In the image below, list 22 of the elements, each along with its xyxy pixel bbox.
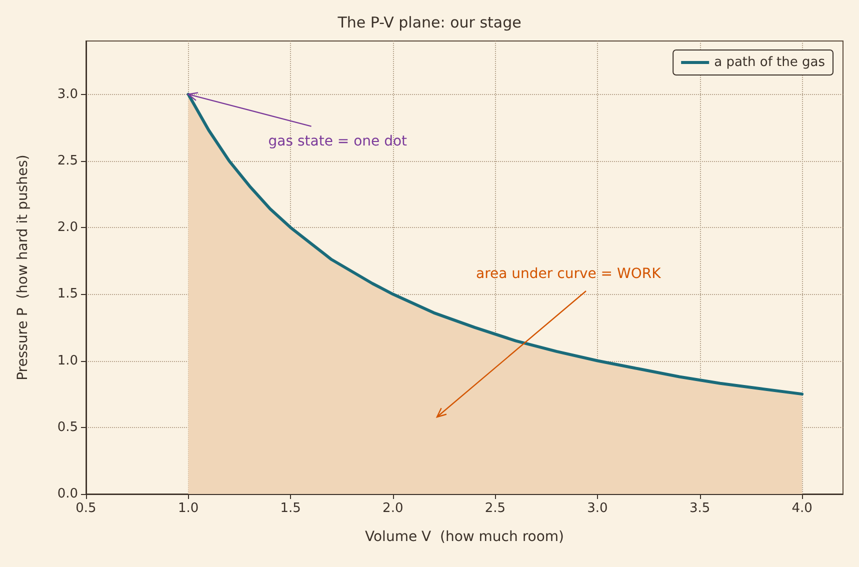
x-tick-label: 2.5 — [484, 501, 506, 516]
y-tick-label: 0.0 — [57, 486, 78, 502]
y-tick-label: 2.5 — [57, 153, 78, 168]
x-tick-label: 1.5 — [280, 501, 301, 516]
x-tick-label: 3.0 — [587, 501, 608, 516]
annotation: gas state = one dot — [268, 133, 408, 150]
y-axis-title: Pressure P (how hard it pushes) — [15, 154, 31, 380]
y-tick-label: 1.0 — [57, 353, 78, 368]
legend-label: a path of the gas — [714, 55, 826, 70]
x-tick-label: 3.5 — [689, 501, 710, 516]
y-tick-label: 2.0 — [57, 220, 78, 236]
annotation: area under curve = WORK — [476, 266, 662, 282]
y-tick-label: 0.5 — [57, 420, 78, 435]
y-tick-label: 3.0 — [57, 86, 78, 102]
x-tick-label: 2.0 — [382, 501, 404, 516]
line-series — [186, 92, 804, 396]
chart-title: The P-V plane: our stage — [336, 14, 522, 32]
x-tick-label: 0.5 — [76, 501, 96, 516]
x-tick-label: 4.0 — [792, 501, 812, 516]
y-tick-label: 1.5 — [57, 286, 78, 302]
x-axis-title: Volume V (how much room) — [364, 529, 564, 545]
x-tick-label: 1.0 — [178, 501, 199, 516]
